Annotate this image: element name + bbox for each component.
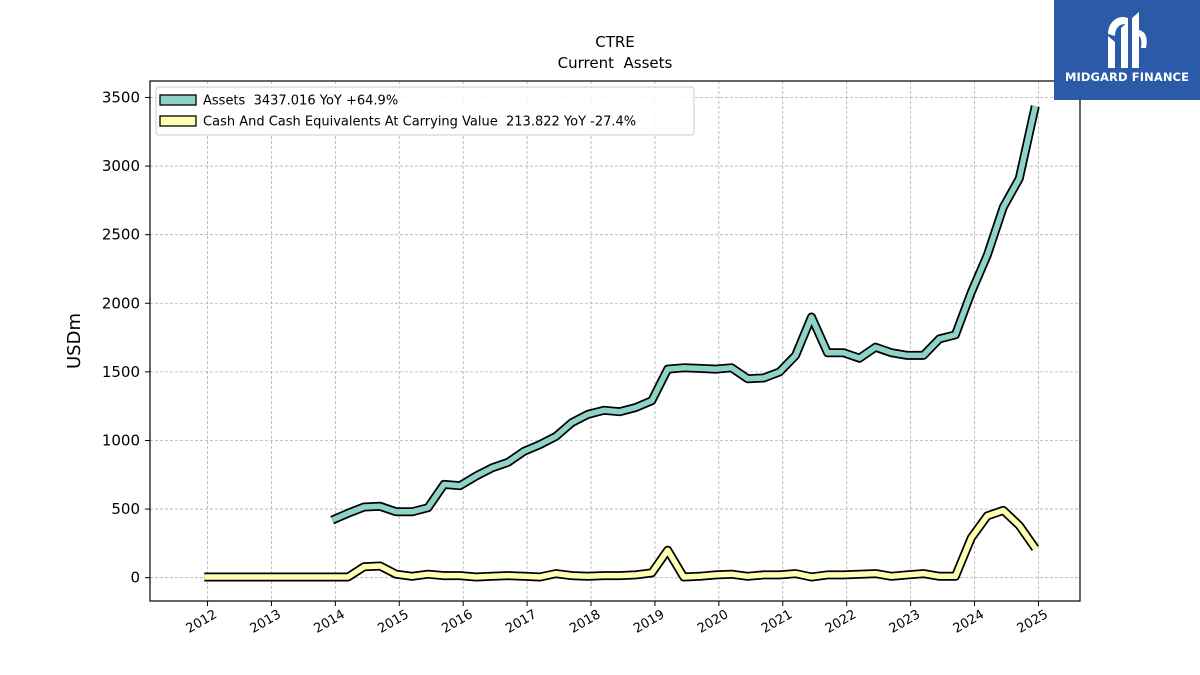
x-tick-label: 2022 — [823, 607, 859, 637]
x-tick-label: 2019 — [631, 607, 667, 637]
legend-swatch-cash — [159, 115, 197, 127]
legend-box — [155, 86, 695, 136]
series-line-outline — [330, 105, 1040, 525]
y-tick-label: 2000 — [102, 294, 140, 312]
x-tick-label: 2023 — [887, 607, 923, 637]
chart-title: CTRE — [595, 33, 635, 51]
plot-area-frame — [149, 80, 1081, 602]
y-tick-label: 2500 — [102, 226, 140, 244]
series-lines — [204, 105, 1040, 582]
series-1 — [204, 505, 1039, 582]
legend-label-assets: Assets 3437.016 YoY +64.9% — [203, 94, 398, 109]
axis-ticks: 0 500 1000 1500 2000 2500 3000 3500 2012 2013 2014… — [102, 88, 1051, 636]
midgard-logo-icon — [1108, 12, 1147, 68]
x-tick-label: 2016 — [439, 607, 475, 637]
x-tick-label: 2021 — [759, 607, 795, 637]
y-tick-label: 3000 — [102, 157, 140, 175]
series-line — [331, 105, 1038, 523]
grid — [150, 81, 1080, 601]
x-tick-label: 2017 — [503, 607, 539, 637]
legend-label-cash: Cash And Cash Equivalents At Carrying Va… — [203, 115, 636, 130]
y-tick-label: 0 — [130, 569, 140, 587]
x-tick-label: 2025 — [1015, 607, 1051, 637]
y-tick-label: 1500 — [102, 363, 140, 381]
x-tick-label: 2024 — [951, 607, 987, 637]
x-tick-label: 2014 — [312, 607, 348, 637]
brand-name: MIDGARD FINANCE — [1064, 70, 1190, 84]
y-tick-label: 3500 — [102, 88, 140, 106]
y-tick-label: 500 — [111, 500, 140, 518]
legend: Assets 3437.016 YoY +64.9% Cash And Cash… — [155, 86, 695, 136]
y-tick-label: 1000 — [102, 431, 140, 449]
legend-swatch-assets — [159, 94, 197, 106]
chart-subtitle: Current Assets — [558, 54, 673, 72]
y-axis-label: USDm — [64, 313, 85, 369]
x-tick-label: 2020 — [695, 607, 731, 637]
x-tick-label: 2015 — [375, 607, 411, 637]
brand-logo: MIDGARD FINANCE — [1054, 0, 1200, 100]
series-line — [204, 507, 1038, 580]
x-tick-label: 2012 — [184, 607, 220, 637]
x-tick-label: 2018 — [567, 607, 603, 637]
series-0 — [330, 105, 1040, 525]
x-tick-label: 2013 — [248, 607, 284, 637]
